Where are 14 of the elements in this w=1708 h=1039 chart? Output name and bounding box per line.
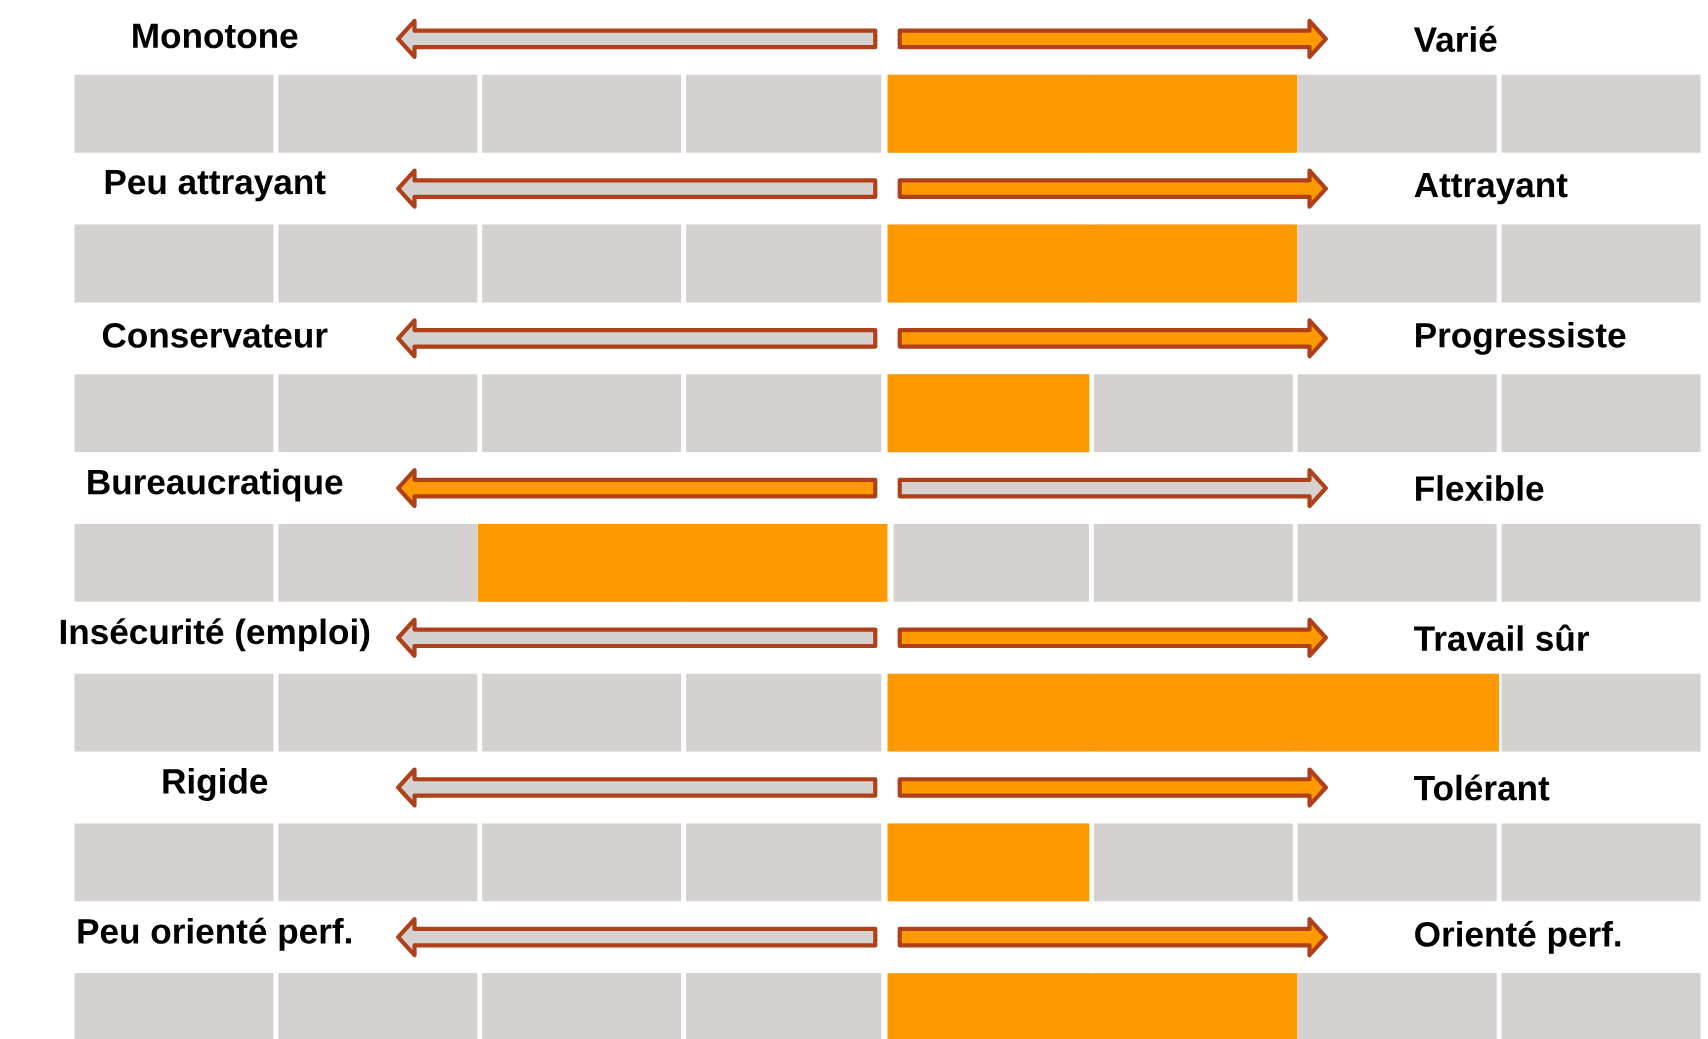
y-tick-label: Bureaucratique: [88, 468, 343, 502]
annotation: Travail sûr: [1414, 624, 1589, 652]
annotation: Flexible: [1416, 475, 1544, 501]
annotation: Progressiste: [1416, 321, 1626, 355]
annotation: Varié: [1413, 25, 1497, 52]
y-tick-label: Peu orienté perf.: [78, 917, 351, 951]
annotation: Orienté perf.: [1415, 920, 1621, 954]
y-tick-label: Peu attrayant: [105, 169, 326, 202]
y-tick-label: Insécurité (emploi): [60, 618, 370, 652]
y-tick-label: Monotone: [133, 23, 298, 49]
annotation: Tolérant: [1414, 774, 1550, 801]
y-tick-label: Conservateur: [102, 322, 328, 348]
annotation: Attrayant: [1414, 172, 1568, 205]
y-tick-label: Rigide: [163, 768, 268, 801]
